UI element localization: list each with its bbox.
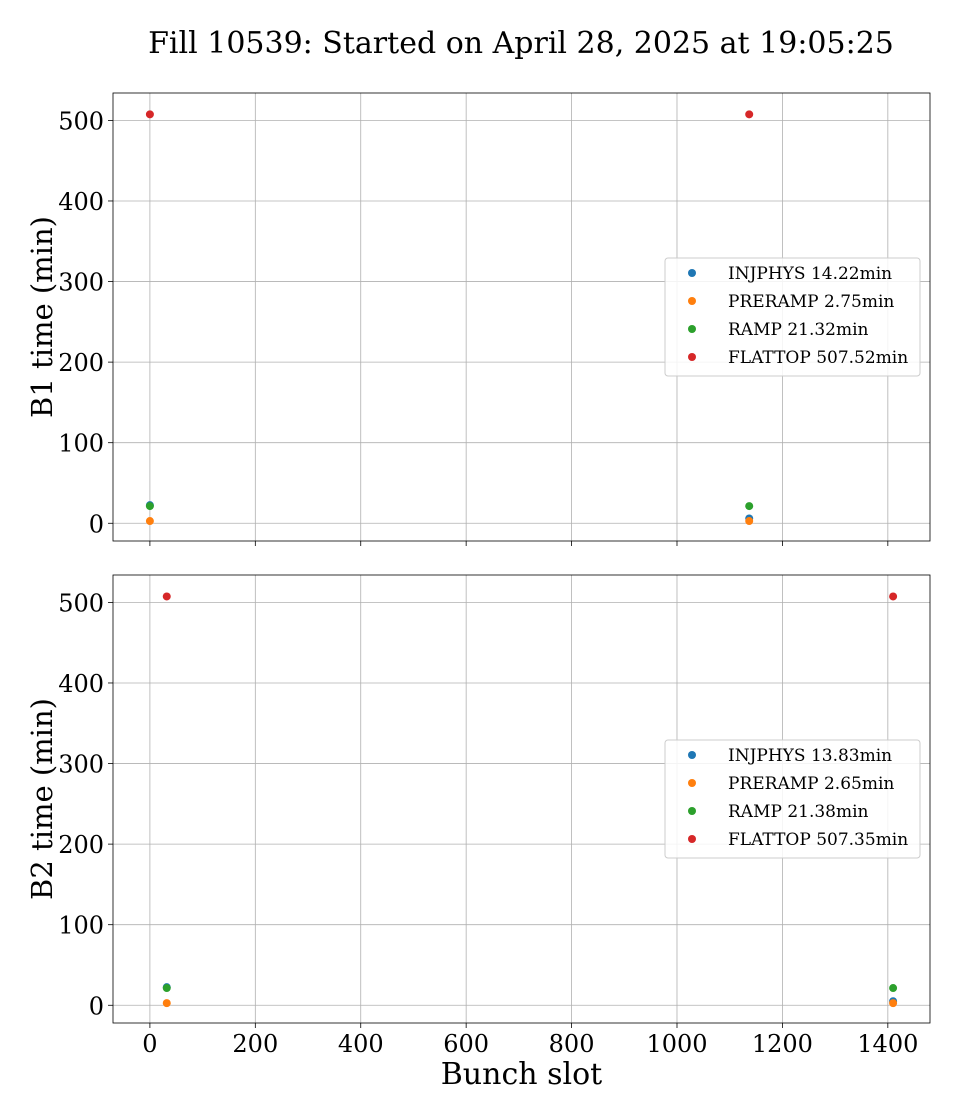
legend-marker <box>688 751 696 759</box>
y-tick-label: 500 <box>58 589 104 617</box>
x-tick-label: 600 <box>443 1030 489 1058</box>
x-tick-label: 200 <box>232 1030 278 1058</box>
legend-marker <box>688 779 696 787</box>
legend-marker <box>688 325 696 333</box>
x-tick-label: 0 <box>142 1030 157 1058</box>
y-tick-label: 200 <box>58 831 104 859</box>
legend-marker <box>688 807 696 815</box>
x-tick-label: 1200 <box>752 1030 813 1058</box>
y-tick-label: 400 <box>58 188 104 216</box>
legend-label: INJPHYS 13.83min <box>728 746 892 766</box>
data-point-2 <box>745 517 754 526</box>
data-point-2 <box>145 517 154 526</box>
legend: INJPHYS 14.22min PRERAMP 2.75min RAMP 21.3… <box>664 257 921 377</box>
legend-marker <box>688 269 696 277</box>
y-axis-label: B2 time (min) <box>25 698 59 900</box>
x-tick-label: 1000 <box>646 1030 707 1058</box>
data-point-4 <box>162 592 171 601</box>
data-point-4 <box>889 592 898 601</box>
y-axis-label: B1 time (min) <box>25 216 59 418</box>
data-point-4 <box>745 110 754 119</box>
legend-label: INJPHYS 14.22min <box>728 264 892 284</box>
axes-frame <box>112 92 931 542</box>
legend-frame <box>664 257 921 377</box>
legend-label: FLATTOP 507.35min <box>728 830 908 850</box>
data-point-3 <box>889 984 898 993</box>
x-axis-label: Bunch slot <box>441 1057 602 1092</box>
y-tick-label: 100 <box>58 912 104 940</box>
legend-frame <box>664 739 921 859</box>
data-point-3 <box>145 502 154 511</box>
legend-label: FLATTOP 507.52min <box>728 348 908 368</box>
legend-marker <box>688 353 696 361</box>
data-point-2 <box>162 999 171 1008</box>
panel-2: 0 200 400 600 800 1000 1200 1400 0 100 200 300 400 50… <box>25 574 931 1092</box>
legend-label: PRERAMP 2.65min <box>728 774 894 794</box>
x-tick-label: 800 <box>549 1030 595 1058</box>
x-tick-label: 1400 <box>857 1030 918 1058</box>
y-tick-label: 200 <box>58 349 104 377</box>
legend-label: RAMP 21.38min <box>728 802 869 822</box>
data-point-3 <box>745 502 754 511</box>
axes-frame <box>112 574 931 1024</box>
y-tick-label: 0 <box>89 510 104 538</box>
legend-label: RAMP 21.32min <box>728 320 869 340</box>
legend: INJPHYS 13.83min PRERAMP 2.65min RAMP 21.3… <box>664 739 921 859</box>
y-tick-label: 0 <box>89 992 104 1020</box>
y-tick-label: 500 <box>58 107 104 135</box>
legend-marker <box>688 297 696 305</box>
y-tick-label: 400 <box>58 670 104 698</box>
y-tick-label: 300 <box>58 269 104 297</box>
x-tick-label: 400 <box>338 1030 384 1058</box>
legend-marker <box>688 835 696 843</box>
y-tick-label: 300 <box>58 751 104 779</box>
panel-1: 0 100 200 300 400 500 B1 time (min) INJPHYS 14.… <box>25 92 931 546</box>
figure-title: Fill 10539: Started on April 28, 2025 at… <box>148 26 894 61</box>
legend-label: PRERAMP 2.75min <box>728 292 894 312</box>
y-tick-label: 100 <box>58 430 104 458</box>
data-point-4 <box>145 110 154 119</box>
data-point-3 <box>162 984 171 993</box>
data-point-2 <box>889 999 898 1008</box>
